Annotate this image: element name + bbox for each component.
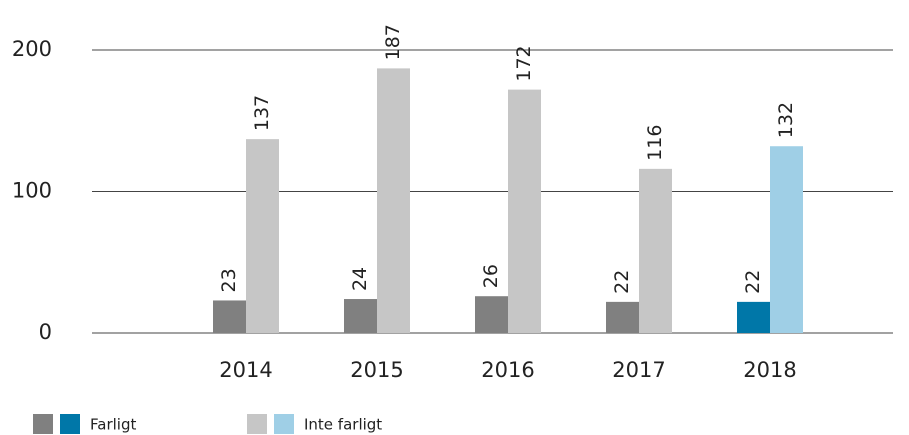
x-tick-label: 2015: [350, 358, 403, 382]
bar: [246, 139, 279, 333]
x-tick-label: 2014: [219, 358, 272, 382]
legend-swatch: [274, 414, 294, 434]
value-label: 187: [382, 24, 404, 60]
value-label: 26: [480, 264, 502, 288]
bar: [606, 301, 639, 333]
legend-label: Inte farligt: [304, 416, 382, 434]
bar: [344, 299, 377, 333]
legend-swatch: [247, 414, 267, 434]
bar: [737, 301, 770, 333]
value-label: 23: [218, 268, 240, 292]
x-tick-label: 2016: [481, 358, 534, 382]
bar: [639, 168, 672, 333]
value-label: 172: [513, 45, 535, 81]
y-tick-label: 200: [12, 37, 52, 61]
value-label: 137: [251, 95, 273, 131]
bar: [213, 300, 246, 333]
legend-label: Farligt: [90, 416, 136, 434]
value-label: 24: [349, 267, 371, 291]
value-label: 132: [775, 102, 797, 138]
bar: [508, 89, 541, 334]
legend-swatch: [60, 414, 80, 434]
y-tick-label: 100: [12, 179, 52, 203]
x-tick-label: 2018: [743, 358, 796, 382]
y-tick-label: 0: [39, 320, 52, 344]
legend-swatch: [33, 414, 53, 434]
bar: [475, 296, 508, 333]
value-label: 22: [611, 270, 633, 294]
value-label: 22: [742, 270, 764, 294]
bar: [770, 146, 803, 333]
x-tick-label: 2017: [612, 358, 665, 382]
value-label: 116: [644, 125, 666, 161]
bar: [377, 68, 410, 334]
